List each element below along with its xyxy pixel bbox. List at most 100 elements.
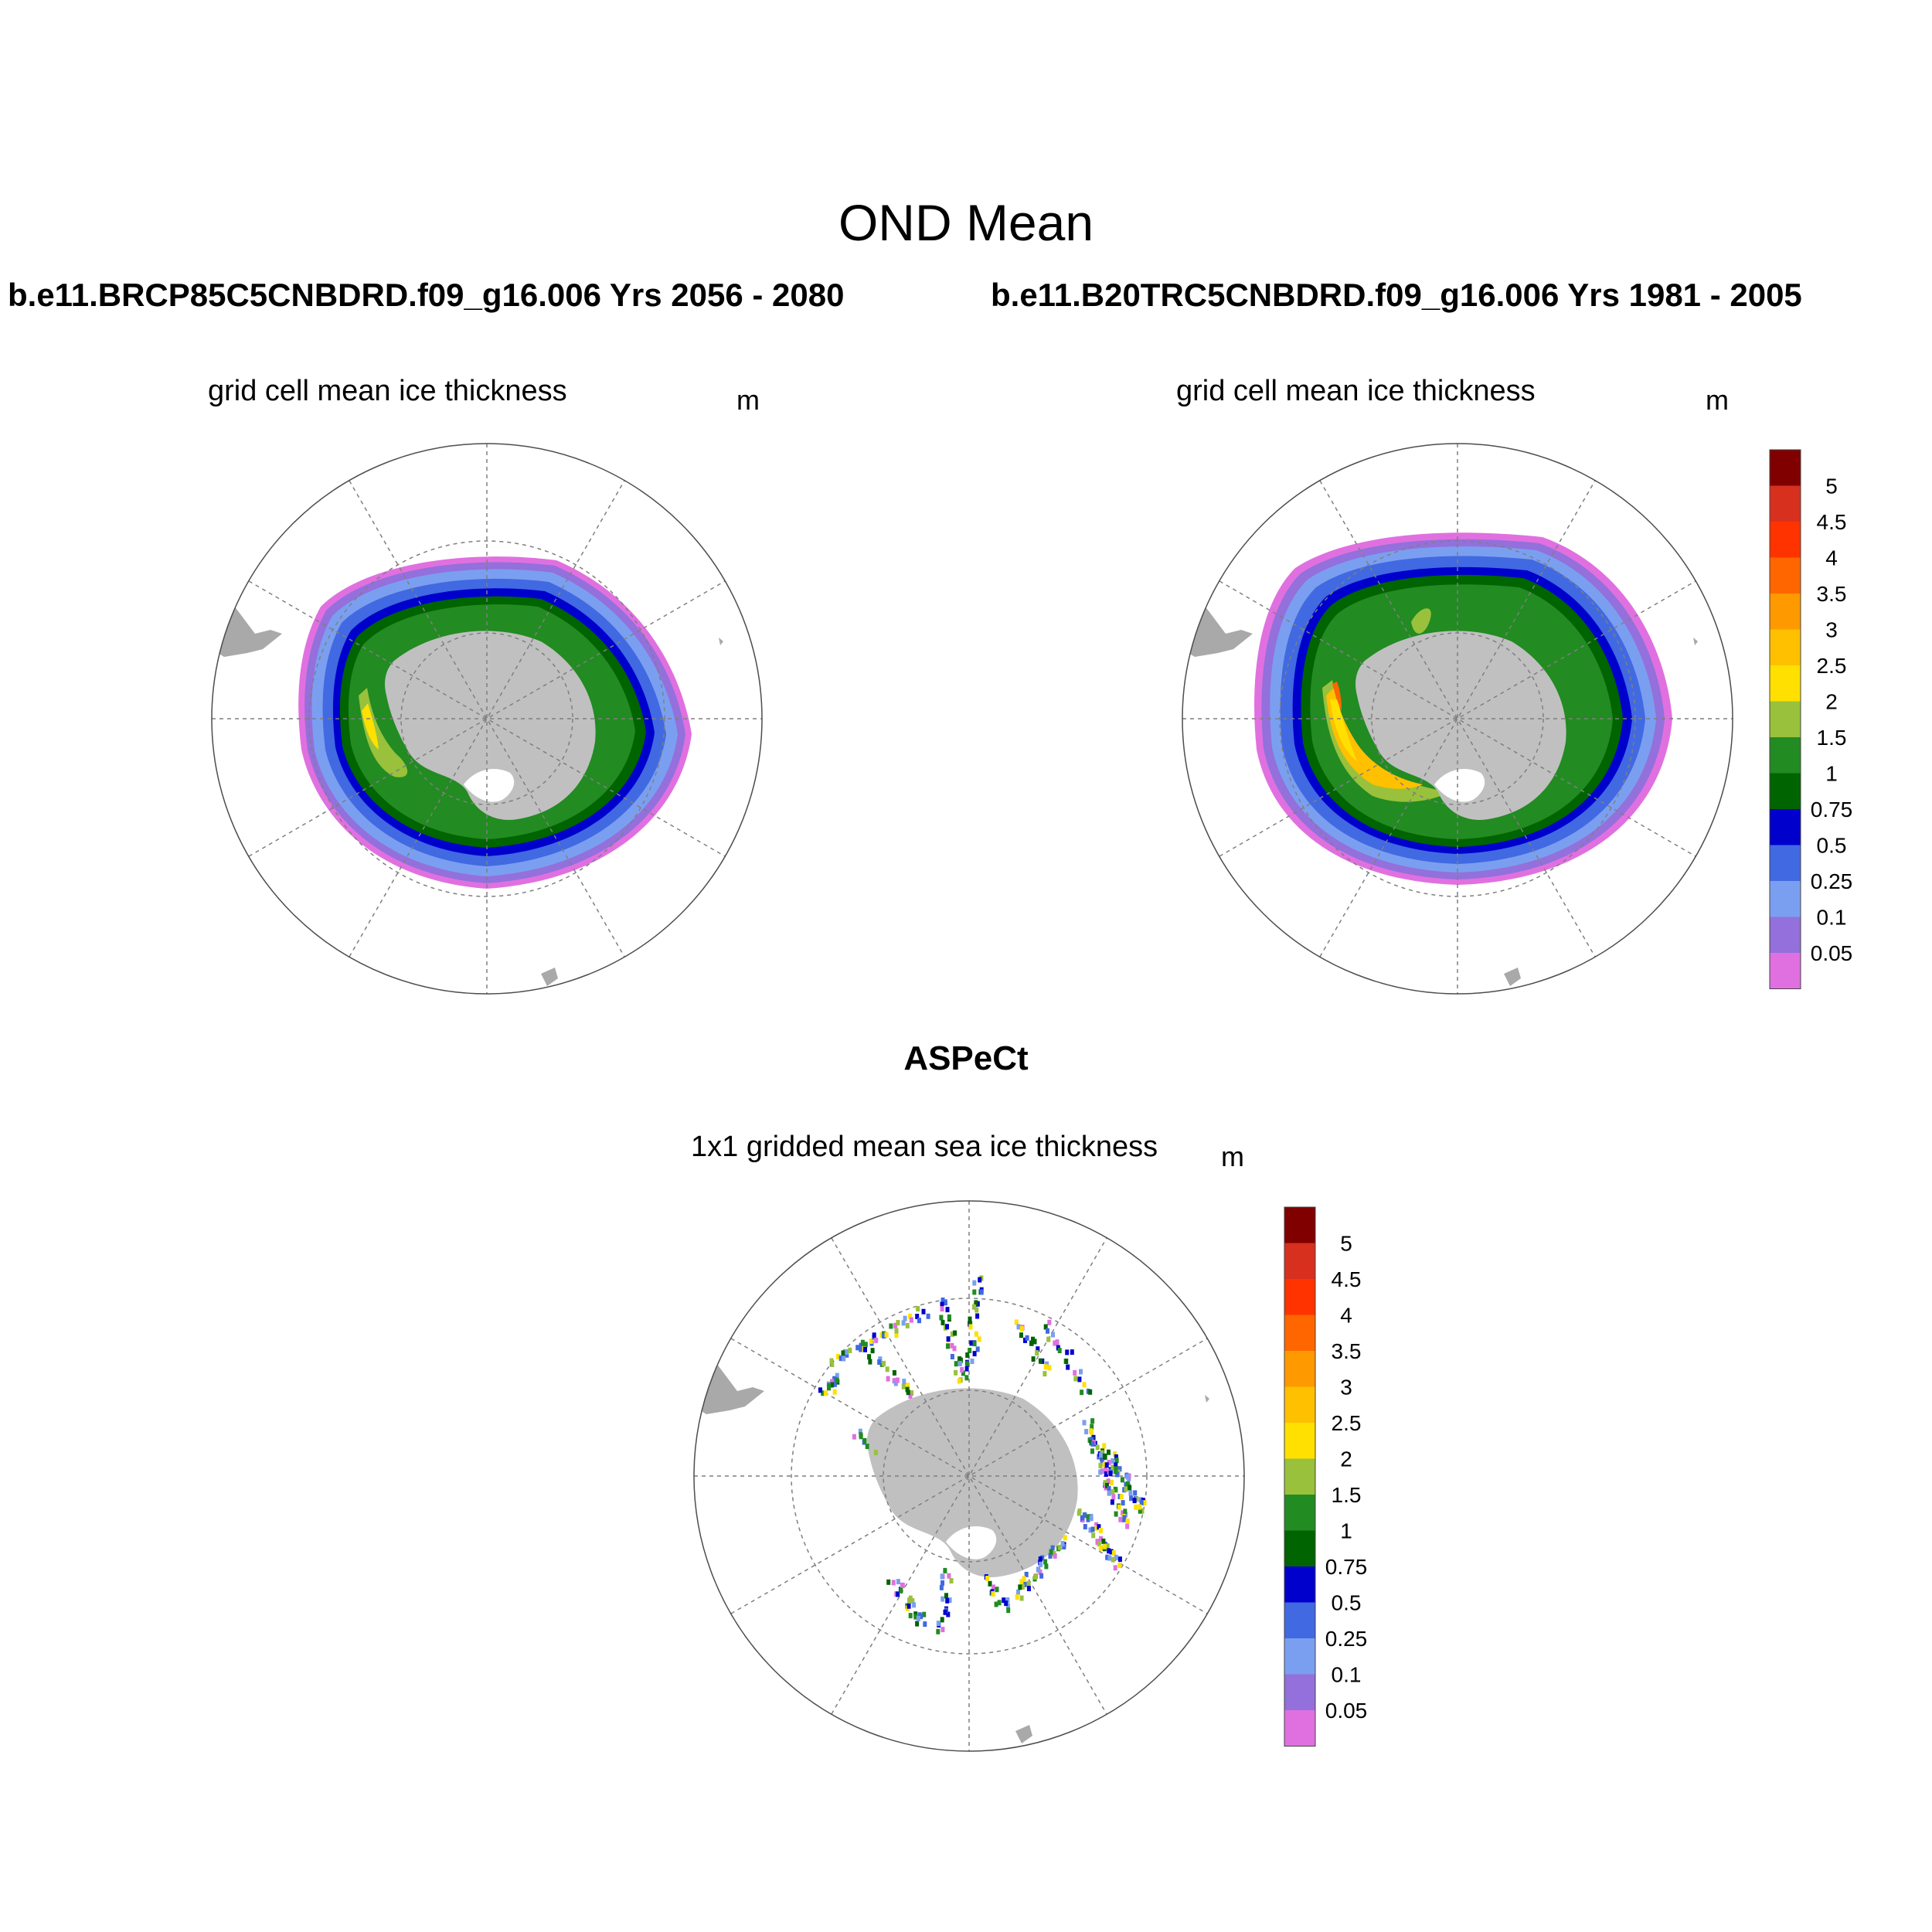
colorbar-box — [1284, 1710, 1315, 1747]
observation-cell — [1026, 1586, 1031, 1591]
observation-cell — [1134, 1496, 1139, 1502]
observation-cell — [1104, 1462, 1109, 1468]
colorbar-bottom: 5 4.5 4 3.5 3 2.5 2 1.5 1 0.75 0.5 0.25 0.1 0.05 — [1284, 1206, 1367, 1747]
observation-cell — [1070, 1349, 1074, 1355]
observation-cell — [1114, 1462, 1118, 1468]
observation-cell — [1077, 1376, 1082, 1383]
colorbar-box — [1770, 917, 1801, 953]
island — [1015, 1725, 1032, 1743]
observation-cell — [900, 1582, 905, 1588]
observation-cell — [868, 1359, 872, 1365]
observation-cell — [1098, 1528, 1103, 1533]
observation-cell — [1114, 1458, 1119, 1464]
colorbar-tick-label: 0.1 — [1332, 1663, 1362, 1687]
observation-cell — [1023, 1337, 1027, 1343]
observation-cell — [1090, 1440, 1095, 1447]
observation-cell — [852, 1434, 856, 1440]
observation-cell — [894, 1332, 899, 1338]
observation-cell — [1114, 1454, 1118, 1460]
observation-cell — [1107, 1548, 1111, 1554]
observation-cell — [902, 1379, 906, 1385]
observation-cell — [1117, 1563, 1122, 1569]
colorbar-tick-label: 5 — [1825, 474, 1838, 498]
map-boundary — [693, 1200, 1245, 1752]
colorbar-box — [1284, 1602, 1315, 1638]
observation-cell — [1039, 1561, 1043, 1567]
case-right-title: b.e11.B20TRC5CNBDRD.f09_g16.006 Yrs 1981… — [991, 277, 1802, 313]
observation-cell — [1111, 1556, 1115, 1563]
colorbar-box — [1770, 485, 1801, 522]
observation-cell — [873, 1450, 878, 1456]
observation-cell — [1102, 1453, 1107, 1459]
observation-cell — [947, 1573, 951, 1579]
observation-cell — [1046, 1336, 1051, 1342]
observation-cell — [818, 1387, 822, 1393]
observation-cell — [1090, 1526, 1095, 1532]
observation-cell — [992, 1584, 995, 1590]
observation-cell — [997, 1600, 1002, 1606]
observation-cell — [1134, 1504, 1138, 1510]
observation-cell — [972, 1351, 977, 1357]
observation-cell — [1103, 1480, 1107, 1486]
observation-cell — [964, 1366, 969, 1372]
observation-cell — [1139, 1499, 1144, 1505]
observation-cell — [1138, 1497, 1143, 1503]
observation-cell — [1094, 1522, 1099, 1528]
observation-cell — [1038, 1569, 1043, 1575]
colorbar-top: 5 4.5 4 3.5 3 2.5 2 1.5 1 0.75 0.5 0.25 0.1 0.05 — [1769, 449, 1853, 989]
observation-cell — [954, 1369, 958, 1376]
observation-cell — [832, 1389, 837, 1395]
observation-cell — [972, 1289, 977, 1295]
observation-cell — [1090, 1448, 1094, 1454]
observation-cell — [1138, 1508, 1142, 1514]
colorbar-tick-label: 1.5 — [1332, 1483, 1362, 1507]
observation-cell — [889, 1323, 893, 1329]
observation-cell — [1089, 1437, 1094, 1443]
colorbar-box — [1284, 1530, 1315, 1566]
observation-cell — [1060, 1541, 1065, 1546]
colorbar-tick-label: 0.05 — [1811, 941, 1853, 965]
observation-cell — [845, 1352, 849, 1358]
observation-cell — [1064, 1359, 1069, 1364]
colorbar-box — [1284, 1351, 1315, 1387]
observation-cell — [1103, 1467, 1107, 1473]
observation-cell — [1002, 1597, 1006, 1604]
observation-cell — [975, 1307, 979, 1313]
observation-cell — [841, 1350, 845, 1356]
observation-cell — [1105, 1543, 1110, 1549]
observation-cell — [870, 1348, 875, 1354]
observation-cell — [1057, 1544, 1062, 1550]
observation-cell — [1109, 1549, 1114, 1555]
observation-cell — [882, 1333, 886, 1339]
observation-cell — [991, 1591, 995, 1597]
colorbar-box — [1284, 1243, 1315, 1279]
observation-cell — [1051, 1332, 1055, 1338]
observation-cell — [939, 1315, 944, 1321]
observation-cell — [961, 1370, 965, 1376]
observation-cell — [1005, 1597, 1010, 1603]
ross-ice-shelf — [946, 1526, 997, 1560]
observation-cell — [940, 1627, 945, 1633]
observation-cell — [974, 1331, 978, 1337]
observation-cell — [872, 1332, 876, 1338]
ice-zone-2.5 — [1326, 688, 1423, 789]
observation-cell — [916, 1306, 920, 1311]
observation-cell — [1090, 1418, 1095, 1424]
observation-cell — [1106, 1478, 1111, 1485]
colorbar-tick-label: 4.5 — [1817, 510, 1847, 534]
observation-cell — [1114, 1468, 1118, 1475]
colorbar-tick-label: 5 — [1340, 1232, 1352, 1256]
observation-cell — [1047, 1365, 1052, 1371]
island — [1205, 1395, 1209, 1403]
observation-cell — [936, 1628, 940, 1634]
observation-cell — [896, 1320, 900, 1325]
observation-cell — [1044, 1563, 1049, 1570]
observation-cell — [862, 1342, 867, 1348]
observation-cell — [946, 1343, 950, 1349]
observation-cell — [985, 1576, 989, 1581]
observation-cell — [1124, 1486, 1128, 1492]
observation-cell — [1115, 1471, 1120, 1478]
observation-cell — [1098, 1462, 1103, 1468]
observation-cell — [977, 1336, 981, 1342]
colorbar-box — [1770, 522, 1801, 558]
